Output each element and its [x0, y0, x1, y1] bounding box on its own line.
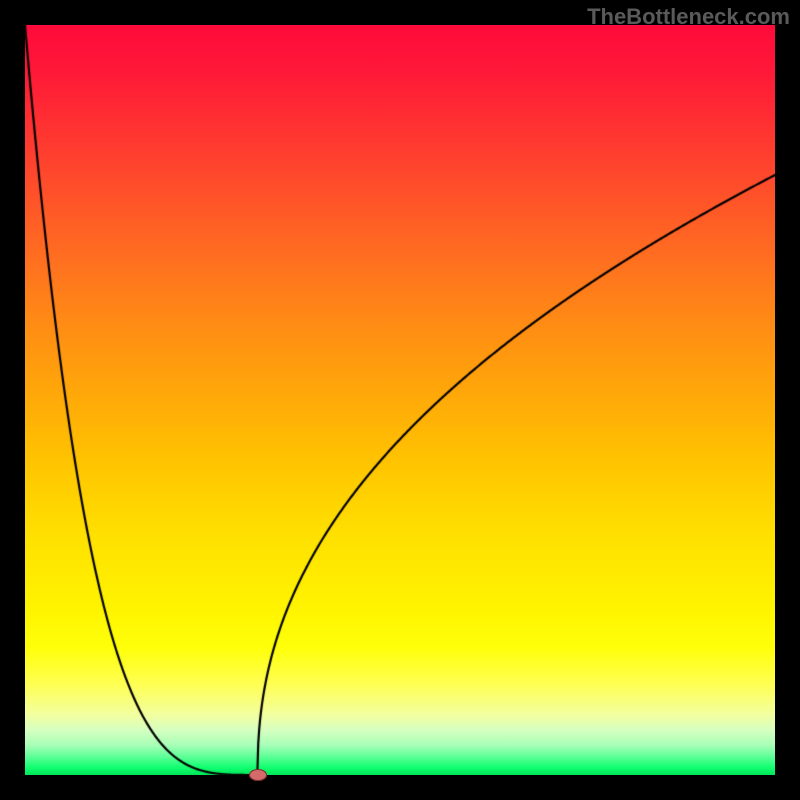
curve-plot-canvas — [0, 0, 800, 800]
curve-minimum-marker — [249, 769, 267, 781]
watermark-text: TheBottleneck.com — [587, 4, 790, 30]
